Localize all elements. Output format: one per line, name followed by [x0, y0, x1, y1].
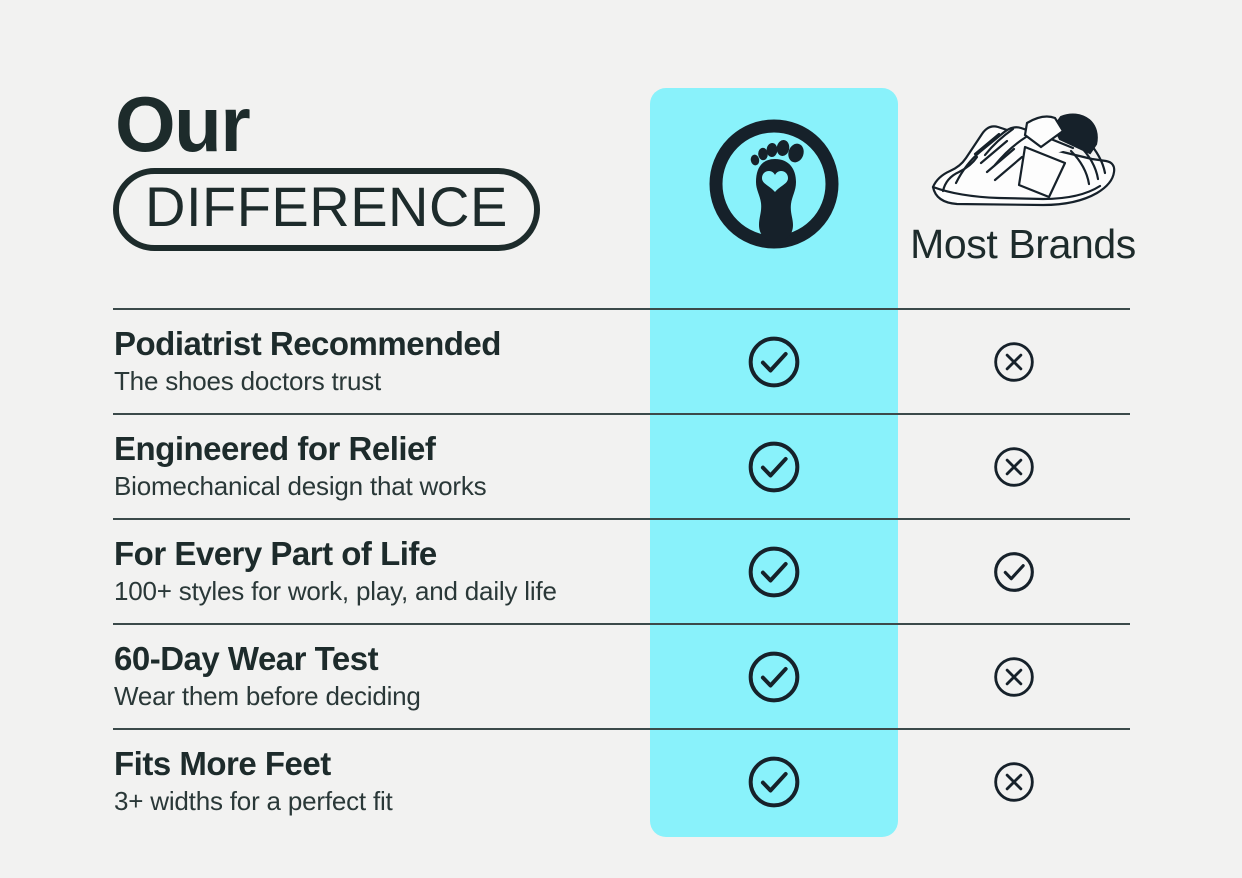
- table-divider: [113, 728, 1130, 730]
- table-divider: [113, 413, 1130, 415]
- check-circle-icon: [746, 334, 802, 390]
- table-divider: [113, 623, 1130, 625]
- feature-cell: Podiatrist Recommended The shoes doctors …: [113, 324, 650, 397]
- feature-subtitle: 3+ widths for a perfect fit: [114, 785, 393, 816]
- check-circle-icon: [746, 649, 802, 705]
- table-row: For Every Part of Life 100+ styles for wo…: [113, 520, 1130, 623]
- brand-cell: [650, 334, 898, 390]
- check-circle-icon: [746, 544, 802, 600]
- feature-title: Fits More Feet: [114, 744, 331, 782]
- check-circle-icon: [746, 439, 802, 495]
- feature-title: 60-Day Wear Test: [114, 639, 379, 677]
- cross-circle-icon: [992, 760, 1036, 804]
- competitor-cell: [898, 760, 1130, 804]
- feature-subtitle: 100+ styles for work, play, and daily li…: [114, 575, 557, 606]
- title-pill-outline: DIFFERENCE: [113, 168, 540, 251]
- check-circle-icon: [746, 754, 802, 810]
- table-divider: [113, 518, 1130, 520]
- cross-circle-icon: [992, 445, 1036, 489]
- feature-title: Engineered for Relief: [114, 429, 436, 467]
- cross-circle-icon: [992, 655, 1036, 699]
- competitor-cell: [898, 655, 1130, 699]
- title-line-difference: DIFFERENCE: [145, 175, 508, 239]
- feature-cell: Engineered for Relief Biomechanical desig…: [113, 429, 650, 502]
- competitor-column-header: Most Brands: [898, 95, 1148, 268]
- feature-cell: 60-Day Wear Test Wear them before decidin…: [113, 639, 650, 712]
- feature-title: Podiatrist Recommended: [114, 324, 501, 362]
- competitor-cell: [898, 340, 1130, 384]
- brand-cell: [650, 754, 898, 810]
- check-circle-icon: [992, 550, 1036, 594]
- competitor-cell: [898, 550, 1130, 594]
- comparison-table: Podiatrist Recommended The shoes doctors …: [113, 308, 1130, 833]
- table-row: Podiatrist Recommended The shoes doctors …: [113, 310, 1130, 413]
- table-row: Fits More Feet 3+ widths for a perfect fi…: [113, 730, 1130, 833]
- feature-title: For Every Part of Life: [114, 534, 437, 572]
- feature-subtitle: Wear them before deciding: [114, 680, 421, 711]
- feature-cell: Fits More Feet 3+ widths for a perfect fi…: [113, 744, 650, 817]
- brand-cell: [650, 649, 898, 705]
- competitor-cell: [898, 445, 1130, 489]
- brand-cell: [650, 544, 898, 600]
- competitor-label: Most Brands: [910, 221, 1136, 267]
- brand-cell: [650, 439, 898, 495]
- foot-heart-circle-logo-icon: [703, 113, 845, 255]
- table-row: Engineered for Relief Biomechanical desig…: [113, 415, 1130, 518]
- cross-circle-icon: [992, 340, 1036, 384]
- header: Our DIFFERENCE: [0, 0, 1242, 308]
- table-divider: [113, 308, 1130, 310]
- feature-subtitle: The shoes doctors trust: [114, 365, 382, 396]
- table-row: 60-Day Wear Test Wear them before decidin…: [113, 625, 1130, 728]
- title-line-our: Our: [115, 80, 251, 168]
- sneaker-outline-icon: [921, 95, 1126, 215]
- feature-cell: For Every Part of Life 100+ styles for wo…: [113, 534, 650, 607]
- feature-subtitle: Biomechanical design that works: [114, 470, 487, 501]
- page-title: Our DIFFERENCE: [113, 80, 583, 251]
- table-body: Podiatrist Recommended The shoes doctors …: [113, 310, 1130, 833]
